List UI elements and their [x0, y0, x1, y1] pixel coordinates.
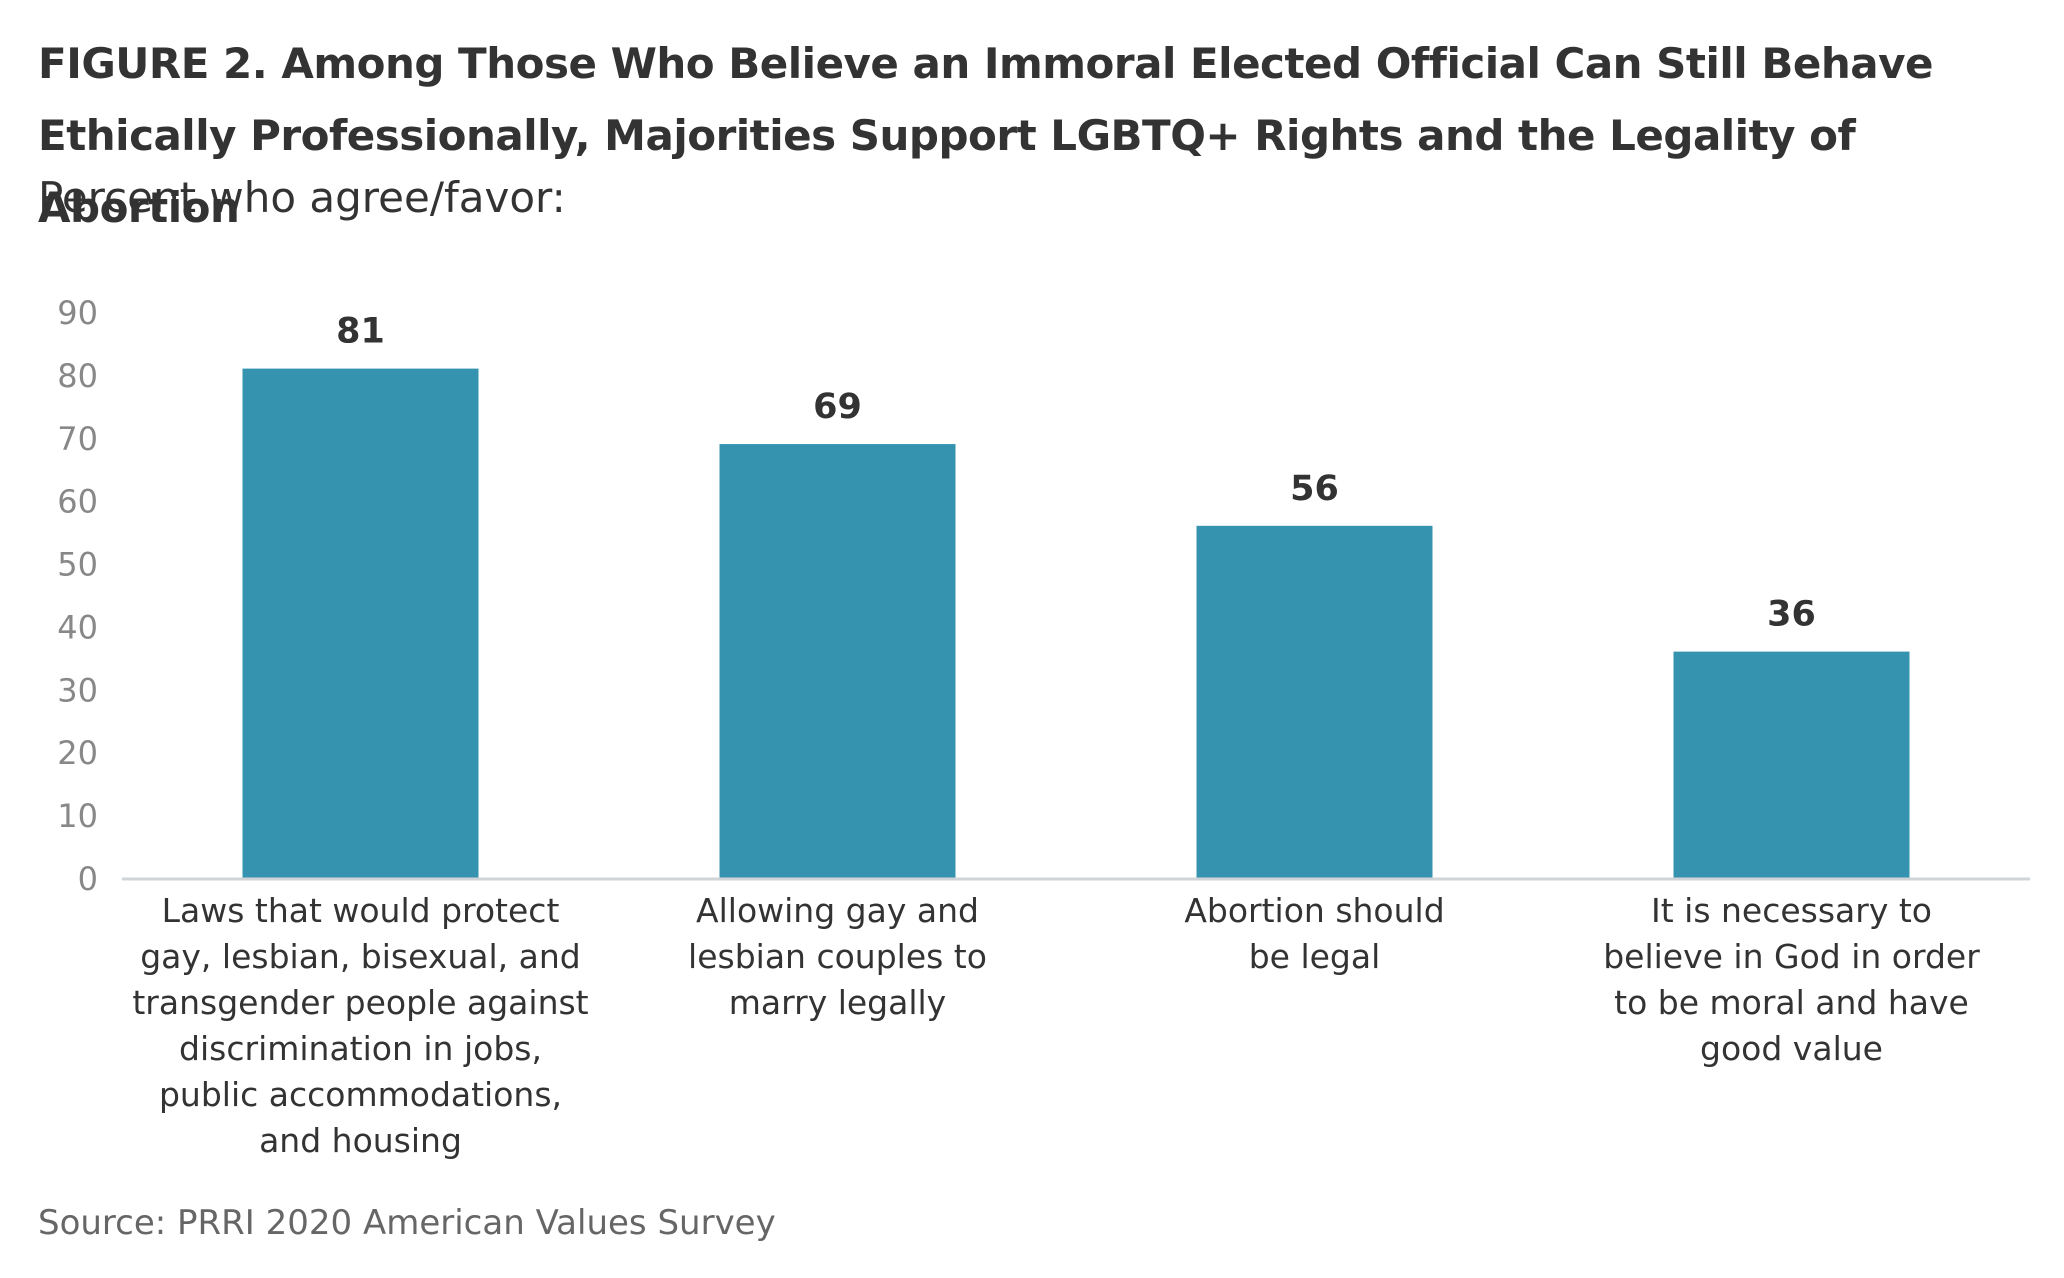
data-label: 81 — [336, 312, 385, 352]
y-tick-label: 50 — [57, 546, 98, 584]
category-label: It is necessary to believe in God in ord… — [1603, 891, 1980, 1068]
y-tick-label: 10 — [57, 797, 98, 835]
y-tick-label: 60 — [57, 483, 98, 521]
data-label: 36 — [1767, 595, 1816, 635]
source-note: Source: PRRI 2020 American Values Survey — [38, 1203, 776, 1243]
chart-subtitle: Percent who agree/favor: — [38, 173, 566, 222]
y-tick-label: 90 — [57, 294, 98, 332]
category-label: Abortion should be legal — [1184, 891, 1445, 976]
data-label: 69 — [813, 387, 862, 427]
data-label: 56 — [1290, 469, 1339, 509]
bar — [242, 368, 479, 878]
y-tick-label: 20 — [57, 734, 98, 772]
category-label: Allowing gay and lesbian couples to marr… — [688, 891, 987, 1022]
y-tick-label: 80 — [57, 357, 98, 395]
bar — [1673, 651, 1910, 878]
chart-title: FIGURE 2. Among Those Who Believe an Imm… — [38, 39, 1933, 232]
category-label: Laws that would protect gay, lesbian, bi… — [132, 891, 589, 1160]
y-tick-label: 70 — [57, 420, 98, 458]
y-tick-label: 30 — [57, 671, 98, 709]
y-tick-label: 40 — [57, 608, 98, 646]
bar — [719, 444, 956, 878]
bar — [1196, 525, 1433, 878]
y-tick-label: 0 — [78, 860, 98, 898]
